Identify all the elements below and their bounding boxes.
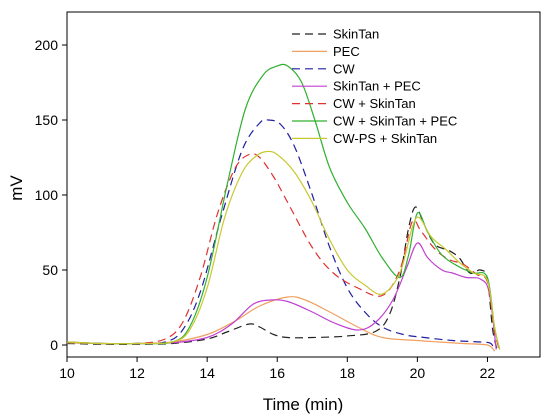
x-tick-label: 14 — [199, 365, 215, 381]
x-tick-label: 20 — [410, 365, 426, 381]
y-tick-label: 0 — [50, 337, 58, 353]
x-tick-label: 10 — [59, 365, 75, 381]
series-line-6 — [66, 63, 501, 350]
series-line-3 — [66, 118, 496, 352]
legend-label: SkinTan + PEC — [333, 79, 421, 94]
series-line-1 — [66, 206, 499, 353]
y-tick-label: 50 — [42, 262, 58, 278]
legend: SkinTan PEC CW SkinTan + PEC CW + SkinTan CW … — [292, 27, 457, 146]
series-line-2 — [66, 296, 495, 352]
series-line-5 — [66, 153, 501, 352]
axis-layer: 10 12 14 16 18 20 22 0 50 100 150 200 — [35, 37, 496, 381]
y-axis-label: mV — [7, 175, 26, 201]
x-tick-label: 16 — [269, 365, 285, 381]
legend-label: CW — [333, 61, 355, 76]
x-tick-label: 12 — [129, 365, 145, 381]
legend-label: PEC — [333, 44, 360, 59]
legend-label: CW + SkinTan + PEC — [333, 114, 457, 129]
legend-label: CW + SkinTan — [333, 96, 416, 111]
y-tick-label: 100 — [35, 187, 59, 203]
legend-label: CW-PS + SkinTan — [333, 131, 437, 146]
series-line-7 — [66, 150, 501, 350]
x-axis-label: Time (min) — [263, 395, 344, 414]
legend-label: SkinTan — [333, 27, 379, 42]
series-line-4 — [66, 242, 497, 350]
plot-frame — [66, 11, 541, 358]
y-tick-label: 200 — [35, 37, 59, 53]
y-tick-label: 150 — [35, 112, 59, 128]
x-tick-label: 22 — [480, 365, 496, 381]
x-tick-label: 18 — [340, 365, 356, 381]
series-layer — [66, 63, 501, 353]
